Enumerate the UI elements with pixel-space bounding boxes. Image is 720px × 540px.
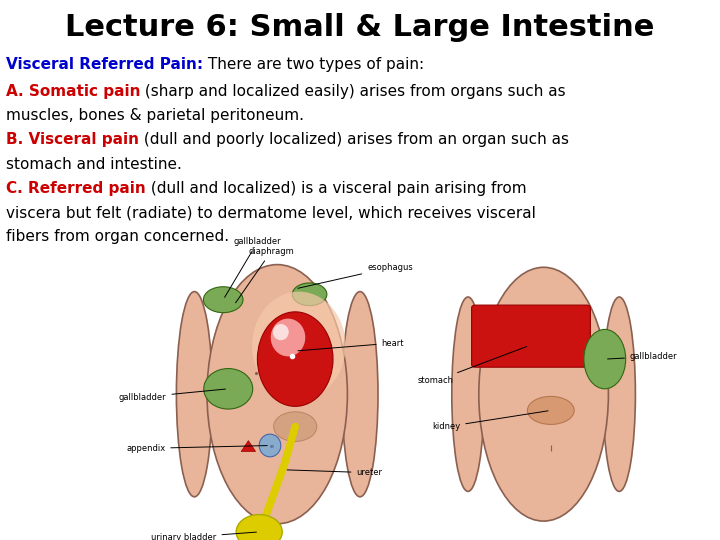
Text: Lecture 6: Small & Large Intestine: Lecture 6: Small & Large Intestine — [66, 14, 654, 43]
Text: esophagus: esophagus — [298, 263, 413, 288]
Ellipse shape — [274, 411, 317, 442]
Ellipse shape — [342, 292, 378, 497]
Text: There are two types of pain:: There are two types of pain: — [203, 57, 424, 72]
Text: muscles, bones & parietal peritoneum.: muscles, bones & parietal peritoneum. — [6, 108, 304, 123]
Ellipse shape — [176, 292, 212, 497]
Text: viscera but felt (radiate) to dermatome level, which receives visceral: viscera but felt (radiate) to dermatome … — [6, 205, 536, 220]
Circle shape — [236, 515, 282, 540]
Ellipse shape — [273, 324, 289, 340]
Text: (dull and poorly localized) arises from an organ such as: (dull and poorly localized) arises from … — [139, 132, 569, 147]
Text: stomach and intestine.: stomach and intestine. — [6, 157, 181, 172]
Text: C. Referred pain: C. Referred pain — [6, 181, 145, 196]
Polygon shape — [241, 441, 256, 451]
Text: gallbladder: gallbladder — [608, 352, 678, 361]
Ellipse shape — [207, 265, 347, 524]
Ellipse shape — [292, 283, 327, 306]
Text: Visceral Referred Pain:: Visceral Referred Pain: — [6, 57, 203, 72]
Text: diaphragm: diaphragm — [235, 247, 294, 303]
Ellipse shape — [452, 297, 484, 491]
Text: gallbladder: gallbladder — [225, 237, 282, 298]
Ellipse shape — [204, 368, 253, 409]
Ellipse shape — [203, 287, 243, 313]
Text: fibers from organ concerned.: fibers from organ concerned. — [6, 230, 229, 245]
Text: kidney: kidney — [432, 411, 548, 431]
Ellipse shape — [252, 292, 346, 400]
Text: gallbladder: gallbladder — [119, 389, 225, 402]
Text: B. Visceral pain: B. Visceral pain — [6, 132, 139, 147]
Text: heart: heart — [298, 339, 404, 351]
Text: (sharp and localized easily) arises from organs such as: (sharp and localized easily) arises from… — [140, 84, 566, 99]
Ellipse shape — [527, 396, 575, 424]
Text: (dull and localized) is a visceral pain arising from: (dull and localized) is a visceral pain … — [145, 181, 526, 196]
Ellipse shape — [603, 297, 636, 491]
Ellipse shape — [584, 329, 626, 389]
Text: appendix: appendix — [126, 444, 267, 453]
Ellipse shape — [259, 434, 281, 457]
Ellipse shape — [479, 267, 608, 521]
Text: ureter: ureter — [287, 468, 382, 477]
Text: urinary bladder: urinary bladder — [151, 532, 256, 540]
Text: e: e — [269, 443, 274, 449]
Text: stomach: stomach — [418, 347, 526, 386]
Ellipse shape — [258, 312, 333, 407]
Ellipse shape — [271, 319, 305, 356]
FancyBboxPatch shape — [472, 305, 590, 367]
Text: A. Somatic pain: A. Somatic pain — [6, 84, 140, 99]
